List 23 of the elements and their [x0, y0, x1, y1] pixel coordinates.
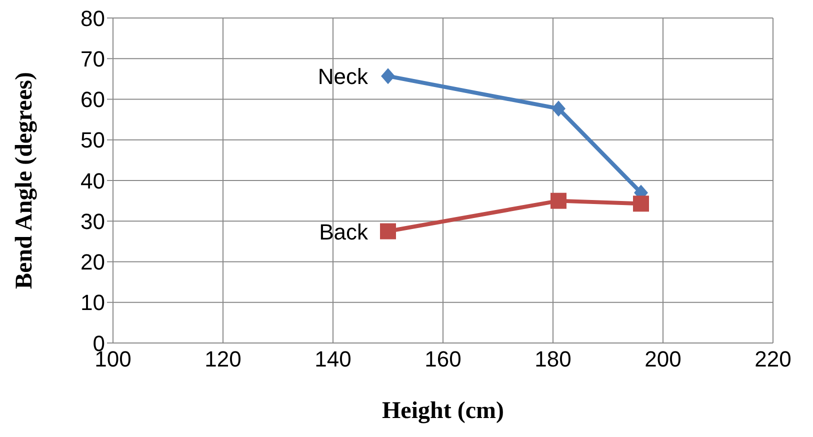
x-tick-label: 120	[204, 346, 242, 372]
x-tick-label: 160	[424, 346, 462, 372]
y-tick-label: 50	[80, 128, 105, 153]
point	[380, 223, 396, 240]
y-tick-label: 40	[80, 168, 105, 194]
point	[381, 68, 395, 84]
point	[633, 196, 649, 212]
x-tick-label: 200	[644, 346, 682, 372]
x-tick-label: 140	[314, 346, 352, 372]
series-label: Back	[319, 219, 369, 244]
y-tick-label: 30	[80, 208, 105, 234]
x-tick-label: 180	[534, 346, 572, 372]
y-tick-label: 20	[80, 250, 105, 275]
point	[552, 100, 566, 117]
point	[550, 192, 566, 209]
series-label: Neck	[318, 64, 369, 90]
y-tick-label: 70	[80, 46, 105, 72]
y-tick-label: 60	[80, 87, 105, 112]
x-axis-title: Height (cm)	[382, 398, 504, 424]
x-tick-label: 220	[754, 346, 792, 372]
y-tick-label: 80	[80, 6, 105, 31]
y-axis-title: Bend Angle (degrees)	[12, 72, 38, 289]
y-tick-label: 10	[80, 290, 105, 316]
